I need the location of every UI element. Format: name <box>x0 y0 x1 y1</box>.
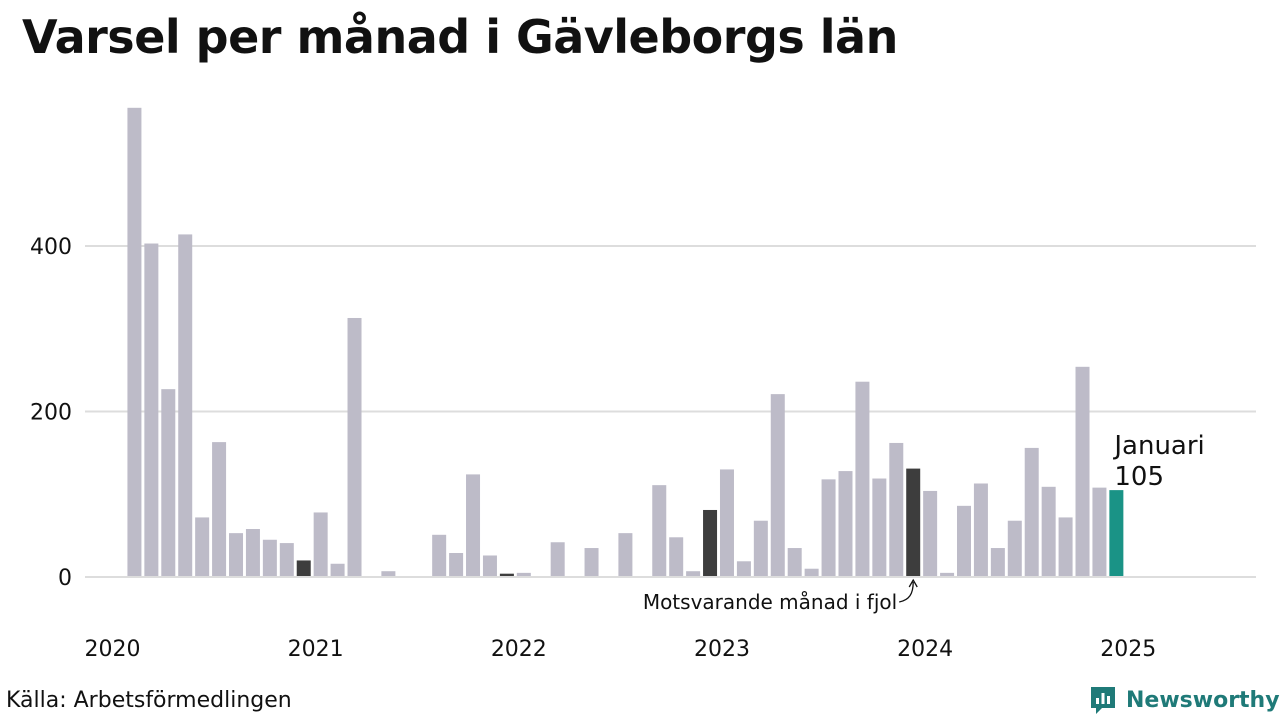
bar <box>990 548 1005 577</box>
bar <box>313 512 328 577</box>
bar <box>787 548 802 577</box>
bar <box>432 534 447 577</box>
bar <box>1007 520 1022 577</box>
bar <box>923 490 938 577</box>
bar <box>195 517 210 577</box>
bar <box>550 542 565 577</box>
bar <box>719 469 734 577</box>
bar <box>973 483 988 577</box>
bar <box>838 471 853 577</box>
bar-chart: 0 200 400 2020 2021 2022 2023 2024 2025 Januari10… <box>30 107 1256 662</box>
bar <box>872 478 887 577</box>
comparison-arrowhead <box>908 578 918 588</box>
y-tick-label: 400 <box>30 235 72 260</box>
bar <box>940 572 955 577</box>
bar <box>804 568 819 577</box>
bar <box>381 571 396 577</box>
bar <box>1092 487 1107 577</box>
bar <box>330 563 345 577</box>
x-tick-label: 2024 <box>897 637 953 662</box>
highlight-bar <box>296 560 311 577</box>
bar <box>449 553 464 577</box>
bar <box>1058 517 1073 577</box>
source-credit: Källa: Arbetsförmedlingen <box>6 688 292 713</box>
bar <box>127 107 142 578</box>
bar <box>212 442 227 577</box>
x-tick-label: 2021 <box>288 637 344 662</box>
bar <box>736 561 751 577</box>
y-tick-label: 0 <box>58 566 72 591</box>
bar <box>1075 366 1090 577</box>
x-tick-label: 2020 <box>85 637 141 662</box>
comparison-arrow <box>899 581 914 603</box>
bar <box>279 543 294 577</box>
bar <box>229 533 244 577</box>
bar <box>686 571 701 577</box>
bar <box>262 539 277 577</box>
bar <box>482 555 497 577</box>
bar <box>144 243 159 577</box>
bar <box>1041 486 1056 577</box>
newsworthy-logo-icon <box>1091 687 1115 714</box>
current-month-label: Januari <box>1112 431 1204 461</box>
y-tick-label: 200 <box>30 401 72 426</box>
bar <box>178 234 193 578</box>
bar <box>669 537 684 577</box>
bar <box>584 548 599 577</box>
x-tick-label: 2022 <box>491 637 547 662</box>
current-bar <box>1109 490 1124 577</box>
highlight-bar <box>703 509 718 577</box>
bar <box>770 394 785 577</box>
highlight-bar <box>906 468 921 577</box>
bar <box>753 520 768 577</box>
bar <box>1024 447 1039 577</box>
comparison-label: Motsvarande månad i fjol <box>643 590 897 614</box>
bar <box>957 505 971 577</box>
bar <box>889 442 904 577</box>
bar <box>347 317 362 577</box>
bar <box>618 533 633 577</box>
current-value-label: 105 <box>1114 462 1164 492</box>
bar <box>161 389 176 577</box>
x-tick-label: 2025 <box>1100 637 1156 662</box>
bar <box>245 529 260 577</box>
x-tick-label: 2023 <box>694 637 750 662</box>
bar <box>466 474 481 577</box>
chart-title: Varsel per månad i Gävleborgs län <box>22 10 898 64</box>
bar <box>516 572 531 577</box>
brand-name: Newsworthy <box>1126 687 1280 713</box>
highlight-bar <box>499 573 514 577</box>
bar <box>821 479 836 577</box>
bar <box>855 381 870 577</box>
brand-logo: Newsworthy <box>1088 684 1280 716</box>
bar <box>652 485 667 577</box>
